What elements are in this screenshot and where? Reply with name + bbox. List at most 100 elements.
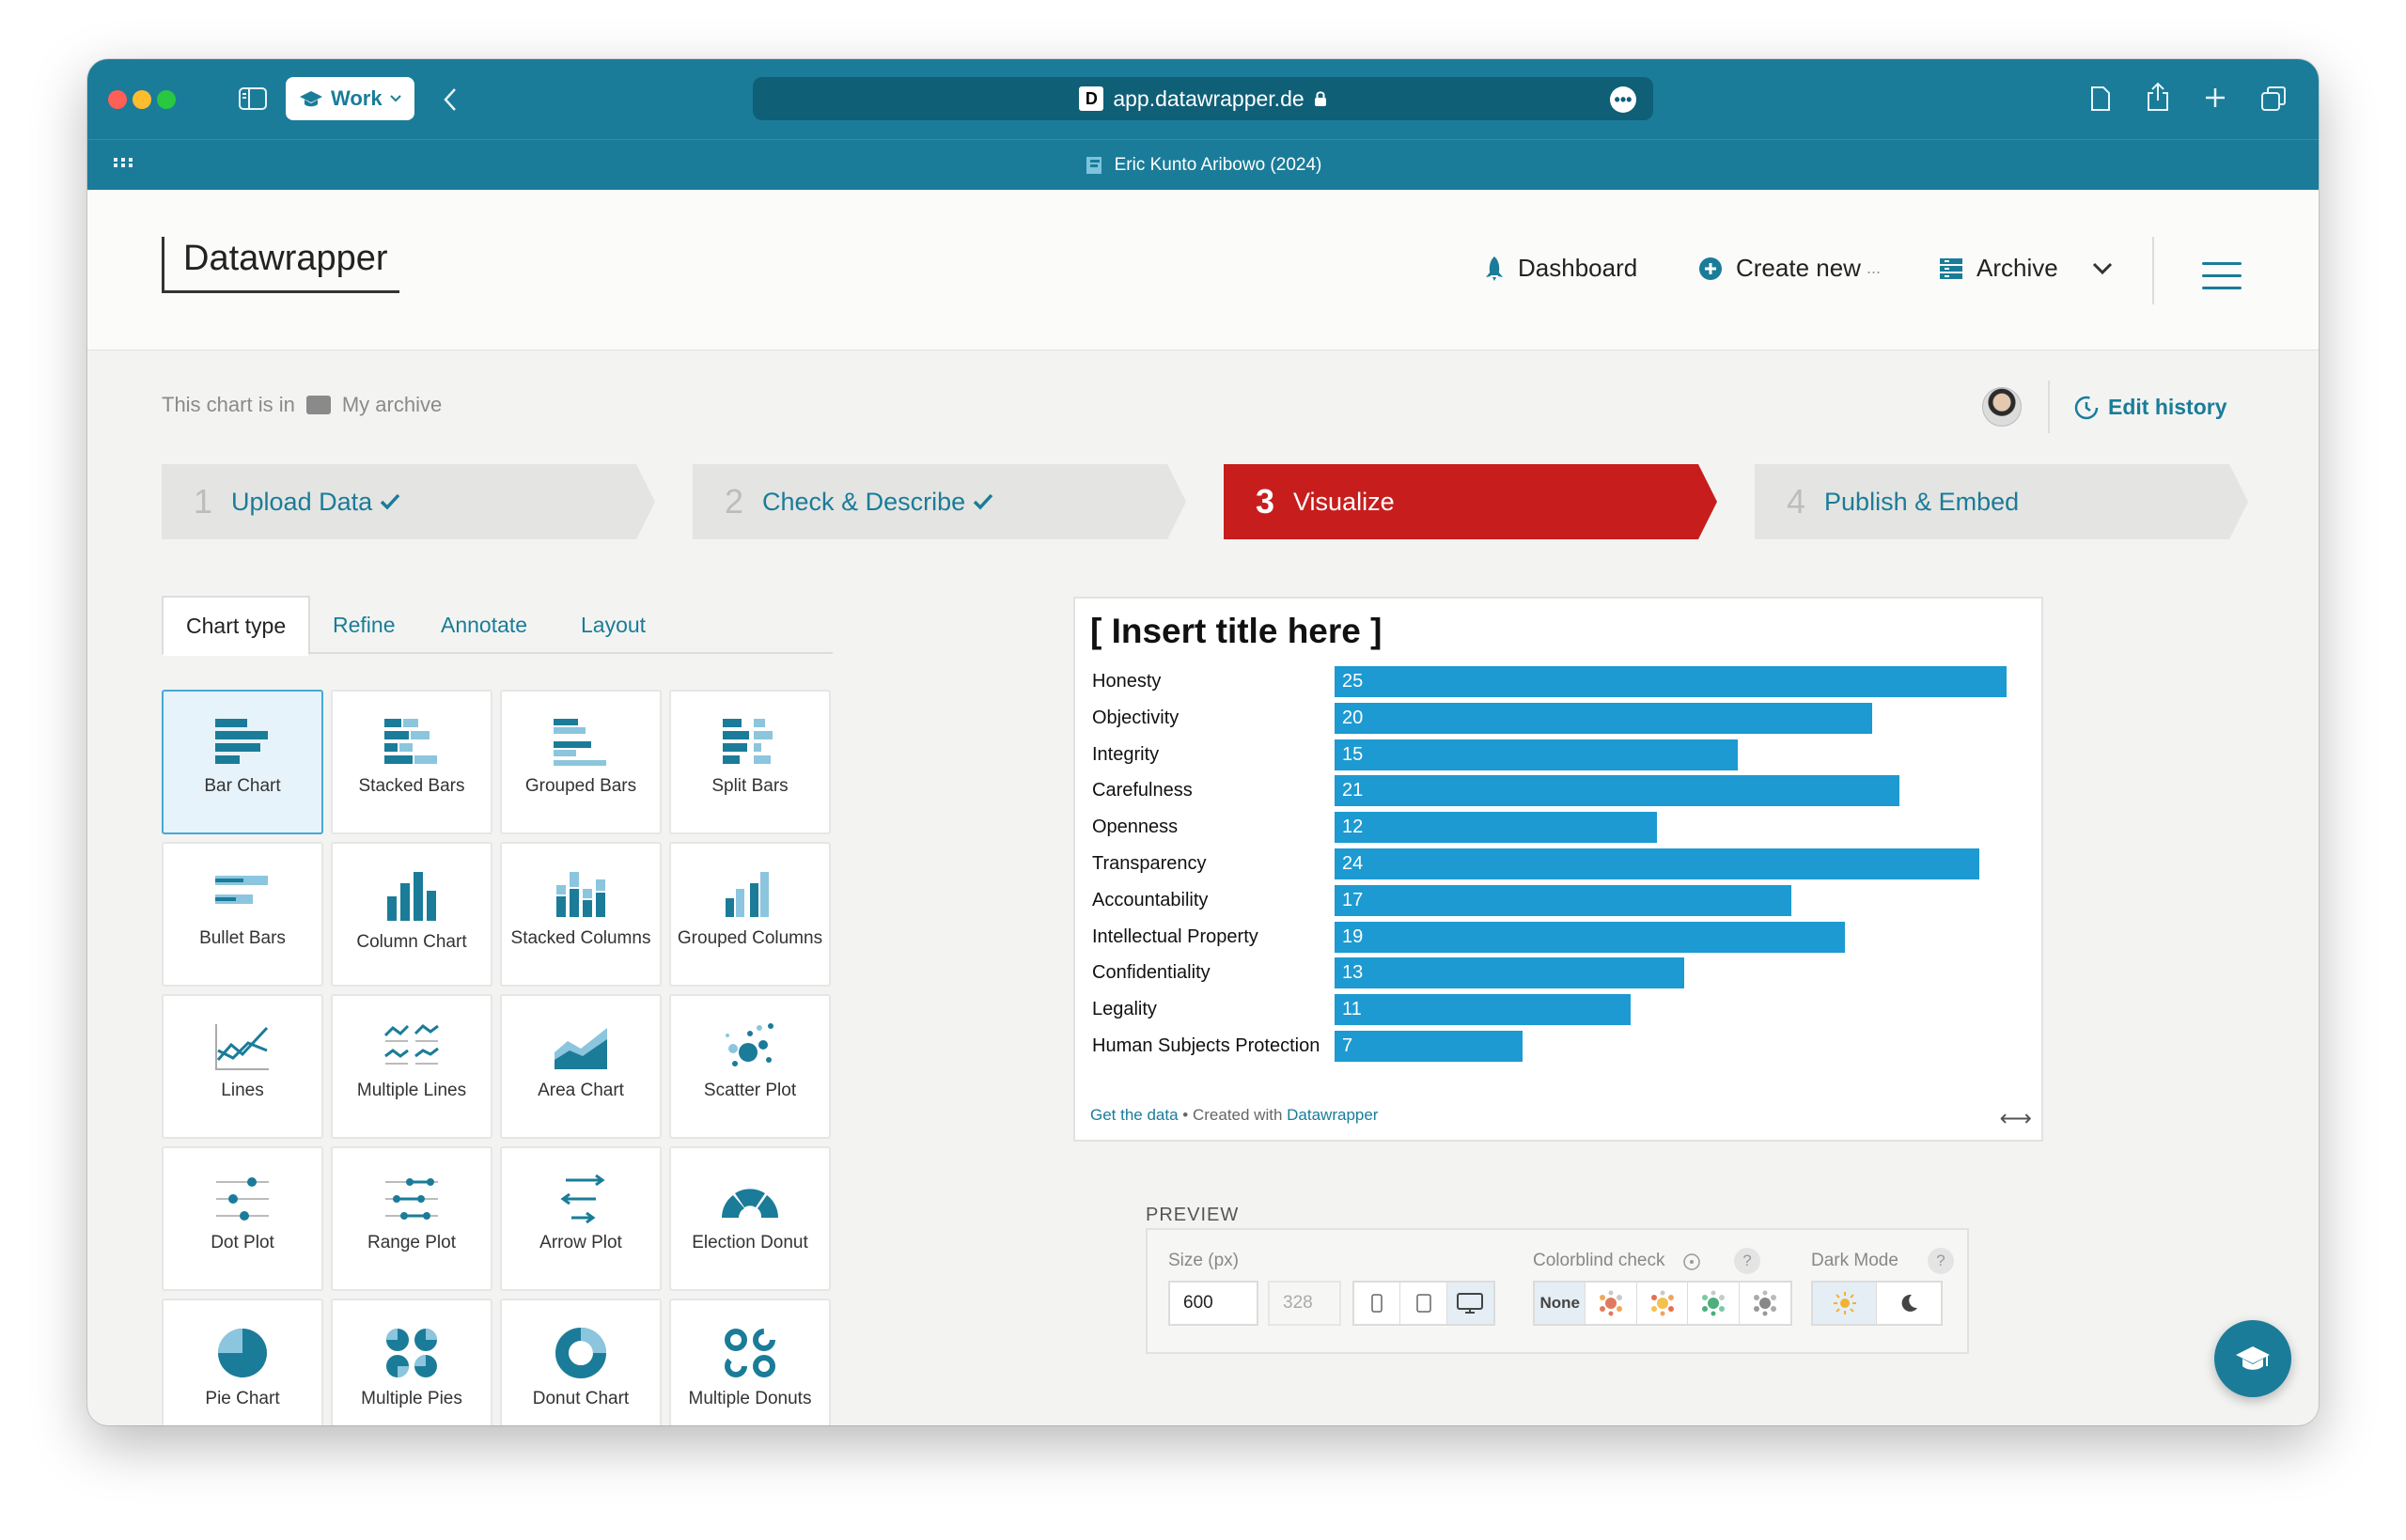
nav-create-new[interactable]: Create new ...: [1698, 254, 1881, 283]
minimize-window-button[interactable]: [133, 90, 151, 109]
step-number: 1: [194, 482, 213, 521]
folder-icon: [305, 396, 331, 414]
edit-history-button[interactable]: Edit history: [2074, 395, 2227, 420]
mobile-size-button[interactable]: [1354, 1283, 1401, 1324]
step-label: Check & Describe: [762, 487, 966, 516]
chart-type-label: Bullet Bars: [199, 928, 286, 948]
chart-type-election-donut[interactable]: Election Donut: [669, 1146, 831, 1291]
light-mode-button[interactable]: [1813, 1283, 1878, 1324]
election-donut-icon: [722, 1189, 778, 1218]
active-tab[interactable]: Eric Kunto Aribowo (2024): [87, 140, 2319, 191]
desktop-size-button[interactable]: [1446, 1283, 1494, 1324]
chart-type-area-chart[interactable]: Area Chart: [500, 994, 662, 1139]
bar-label: Confidentiality: [1092, 962, 1211, 984]
chart-type-label: Split Bars: [711, 776, 789, 796]
width-input[interactable]: 600: [1168, 1281, 1258, 1326]
chart-preview: [ Insert title here ] Honesty 25 Objectivi…: [1073, 597, 2043, 1142]
chart-type-grouped-bars[interactable]: Grouped Bars: [500, 690, 662, 834]
close-window-button[interactable]: [108, 90, 127, 109]
chart-type-donut-chart[interactable]: Donut Chart: [500, 1299, 662, 1425]
chart-type-multiple-pies[interactable]: Multiple Pies: [331, 1299, 492, 1425]
back-icon[interactable]: [443, 87, 458, 112]
chart-type-stacked-bars[interactable]: Stacked Bars: [331, 690, 492, 834]
step-check-describe[interactable]: 2 Check & Describe: [693, 464, 1186, 539]
nav-create-ellipsis: ...: [1866, 258, 1881, 277]
sidebar-toggle-icon[interactable]: [239, 87, 267, 110]
colorblind-info-icon: [1683, 1253, 1700, 1270]
location-folder[interactable]: My archive: [341, 393, 443, 416]
tab-overview-icon[interactable]: [2260, 86, 2287, 112]
nav-archive[interactable]: Archive: [1939, 254, 2113, 283]
tablet-icon: [1415, 1294, 1431, 1313]
tab-chart-type[interactable]: Chart type: [162, 596, 311, 656]
share-icon[interactable]: [2146, 82, 2170, 112]
resize-handle-icon[interactable]: ⟷: [1999, 1106, 2032, 1131]
zoom-window-button[interactable]: [157, 90, 176, 109]
tab-grid-icon[interactable]: [114, 158, 133, 173]
chevron-down-icon: [2092, 262, 2112, 274]
tab-annotate[interactable]: Annotate: [441, 612, 528, 637]
rocket-icon: [1486, 256, 1503, 281]
chart-type-pie-chart[interactable]: Pie Chart: [162, 1299, 323, 1425]
nav-archive-label: Archive: [1976, 254, 2058, 282]
hamburger-menu-icon[interactable]: [2202, 262, 2242, 299]
chart-type-grouped-columns[interactable]: Grouped Columns: [669, 842, 831, 987]
chart-type-grid: Bar Chart Stacked Bars Grouped Bars Spli…: [162, 690, 838, 1425]
address-bar[interactable]: D app.datawrapper.de •••: [753, 77, 1653, 120]
bar: [1335, 702, 1872, 734]
chart-type-split-bars[interactable]: Split Bars: [669, 690, 831, 834]
browser-window: Work D app.datawrapper.de ••• Eric Kunto…: [87, 59, 2319, 1425]
academy-button[interactable]: [2214, 1320, 2291, 1397]
chart-type-range-plot[interactable]: Range Plot: [331, 1146, 492, 1291]
tab-group-selector[interactable]: Work: [286, 77, 414, 120]
bar-label: Legality: [1092, 999, 1157, 1020]
chart-type-label: Election Donut: [692, 1233, 808, 1252]
colorblind-deuteranopia-button[interactable]: [1637, 1283, 1689, 1324]
colorblind-help-icon[interactable]: ?: [1734, 1248, 1760, 1274]
dark-mode-button[interactable]: [1877, 1283, 1941, 1324]
area-chart-icon: [555, 1028, 607, 1069]
get-the-data-link[interactable]: Get the data: [1090, 1106, 1179, 1124]
tablet-size-button[interactable]: [1400, 1283, 1447, 1324]
chart-type-dot-plot[interactable]: Dot Plot: [162, 1146, 323, 1291]
colorblind-none-button[interactable]: None: [1535, 1283, 1586, 1324]
datawrapper-link[interactable]: Datawrapper: [1287, 1106, 1379, 1124]
stacked-bars-icon: [384, 719, 437, 764]
chart-type-lines[interactable]: Lines: [162, 994, 323, 1139]
datawrapper-logo[interactable]: Datawrapper: [162, 237, 399, 293]
chart-type-bullet-bars[interactable]: Bullet Bars: [162, 842, 323, 987]
step-publish-embed[interactable]: 4 Publish & Embed: [1755, 464, 2248, 539]
height-input[interactable]: 328: [1268, 1281, 1341, 1326]
phone-icon: [1371, 1294, 1383, 1313]
dark-mode-help-icon[interactable]: ?: [1928, 1248, 1954, 1274]
step-visualize[interactable]: 3 Visualize: [1224, 464, 1717, 539]
new-tab-icon[interactable]: [2204, 86, 2226, 109]
colorblind-tritanopia-button[interactable]: [1688, 1283, 1740, 1324]
check-icon: [380, 493, 400, 510]
bar-chart-icon: [215, 719, 268, 764]
colorblind-protanopia-button[interactable]: [1586, 1283, 1637, 1324]
reader-icon[interactable]: [2089, 86, 2112, 112]
chart-type-label: Scatter Plot: [703, 1081, 797, 1100]
bar: [1335, 666, 2007, 697]
more-options-icon[interactable]: •••: [1610, 86, 1636, 113]
step-upload-data[interactable]: 1 Upload Data: [162, 464, 655, 539]
tab-refine[interactable]: Refine: [333, 612, 396, 637]
bar-value-label: 13: [1342, 962, 1364, 984]
nav-dashboard-label: Dashboard: [1518, 254, 1638, 282]
colorblind-grayscale-button[interactable]: [1740, 1283, 1790, 1324]
chart-type-multiple-lines[interactable]: Multiple Lines: [331, 994, 492, 1139]
chart-type-multiple-donuts[interactable]: Multiple Donuts: [669, 1299, 831, 1425]
avatar[interactable]: [1982, 387, 2022, 427]
chart-type-column-chart[interactable]: Column Chart: [331, 842, 492, 987]
chart-type-stacked-columns[interactable]: Stacked Columns: [500, 842, 662, 987]
chart-title[interactable]: [ Insert title here ]: [1090, 612, 1383, 650]
chart-type-scatter-plot[interactable]: Scatter Plot: [669, 994, 831, 1139]
bar-value-label: 25: [1342, 671, 1364, 692]
nav-dashboard[interactable]: Dashboard: [1484, 254, 1637, 283]
browser-toolbar: Work D app.datawrapper.de •••: [87, 59, 2319, 139]
tab-layout[interactable]: Layout: [581, 612, 647, 637]
color-dots-icon: [1701, 1290, 1725, 1316]
chart-type-bar-chart[interactable]: Bar Chart: [162, 690, 323, 834]
chart-type-arrow-plot[interactable]: Arrow Plot: [500, 1146, 662, 1291]
